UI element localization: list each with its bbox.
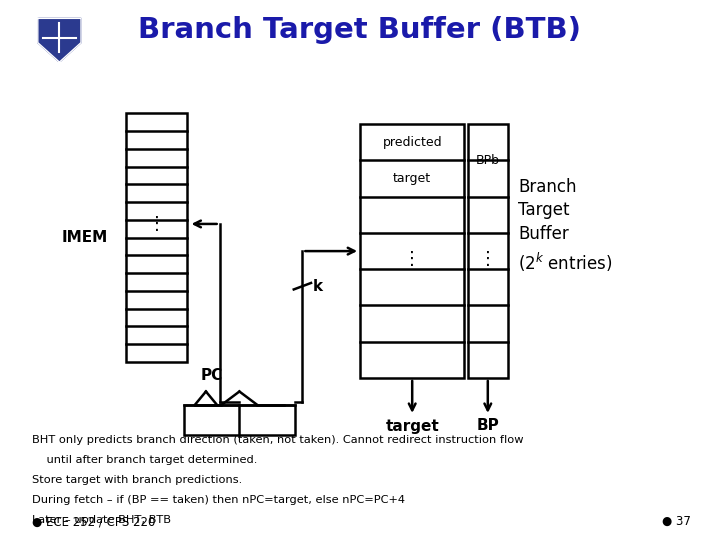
Text: ● 37: ● 37 — [662, 515, 691, 528]
Bar — [468, 124, 508, 378]
Text: BPb: BPb — [476, 154, 500, 167]
Text: ⋮: ⋮ — [403, 249, 421, 268]
Bar — [184, 405, 295, 435]
Text: BHT only predicts branch direction (taken, not taken). Cannot redirect instructi: BHT only predicts branch direction (take… — [32, 435, 524, 445]
Bar — [360, 124, 464, 378]
Text: ⋮: ⋮ — [479, 249, 497, 268]
Text: k: k — [312, 279, 323, 294]
Text: until after branch target determined.: until after branch target determined. — [32, 455, 258, 465]
Text: target: target — [385, 418, 439, 434]
Bar — [126, 113, 187, 362]
Text: Store target with branch predictions.: Store target with branch predictions. — [32, 475, 243, 485]
Text: ● ECE 252 / CPS 220: ● ECE 252 / CPS 220 — [32, 515, 156, 528]
Text: Branch Target Buffer (BTB): Branch Target Buffer (BTB) — [138, 16, 582, 44]
Text: Later – update BHT, BTB: Later – update BHT, BTB — [32, 515, 171, 525]
Text: target: target — [393, 172, 431, 185]
Text: During fetch – if (BP == taken) then nPC=target, else nPC=PC+4: During fetch – if (BP == taken) then nPC… — [32, 495, 405, 505]
Text: Branch
Target
Buffer
(2$^k$ entries): Branch Target Buffer (2$^k$ entries) — [518, 178, 613, 274]
Text: PC: PC — [200, 368, 222, 383]
Text: predicted: predicted — [382, 136, 442, 149]
Text: ⋮: ⋮ — [148, 215, 166, 233]
Text: BP: BP — [477, 418, 499, 434]
Polygon shape — [37, 18, 81, 62]
Text: IMEM: IMEM — [62, 230, 108, 245]
